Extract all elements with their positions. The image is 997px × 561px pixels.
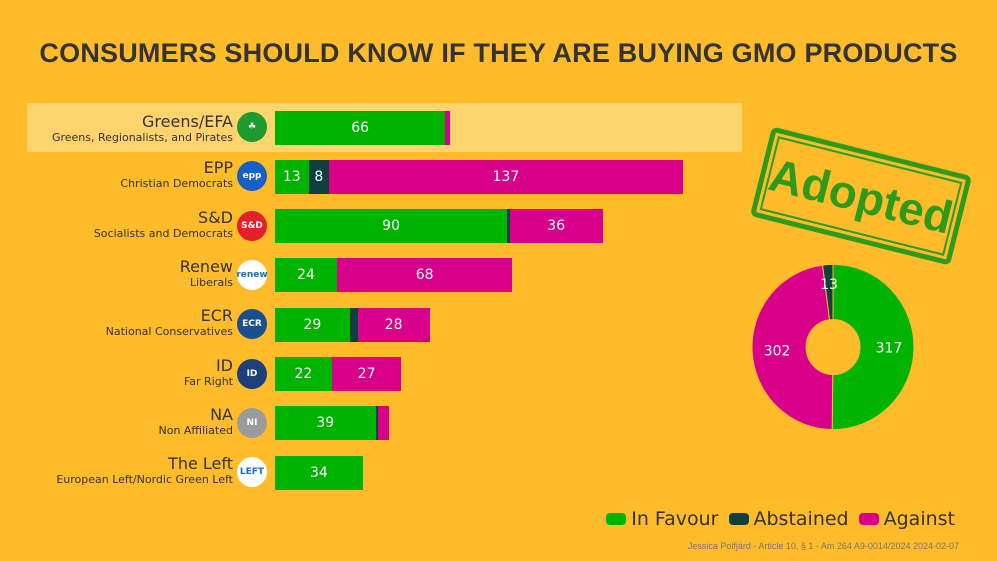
party-name: NA: [210, 404, 233, 424]
party-label: NA Non Affiliated: [158, 404, 233, 437]
donut-label: 13: [820, 277, 838, 293]
bar-segment-in-favour: 22: [275, 357, 332, 391]
party-name: ECR: [200, 306, 233, 326]
party-label: EPP Christian Democrats: [120, 158, 233, 191]
donut-slice-against: [751, 264, 834, 431]
party-subtitle: Christian Democrats: [120, 177, 233, 191]
party-subtitle: Liberals: [190, 275, 233, 289]
party-logo-icon: epp: [237, 161, 267, 192]
party-subtitle: Non Affiliated: [158, 423, 233, 437]
party-label: S&D Socialists and Democrats: [93, 207, 233, 240]
legend-against: Against: [858, 508, 955, 530]
donut-label: 302: [764, 343, 791, 359]
party-row: EPP Christian Democrats epp 13 8 137: [0, 152, 760, 201]
party-label: ID Far Right: [183, 355, 233, 388]
bar-segment-against: 28: [357, 307, 430, 342]
bar-segment-in-favour: 34: [275, 455, 363, 490]
party-logo-icon: ☘: [237, 112, 267, 142]
party-name: Renew: [179, 256, 233, 276]
party-row: Renew Liberals renew 24 68: [0, 251, 760, 300]
legend-abstained: Abstained: [728, 508, 849, 530]
party-logo-icon: LEFT: [237, 457, 267, 488]
party-subtitle: Socialists and Democrats: [93, 226, 233, 240]
party-logo-icon: renew: [236, 259, 268, 290]
bar-segment-against: 36: [509, 209, 603, 244]
bar-segment-against: [378, 406, 389, 441]
legend: In Favour Abstained Against: [606, 508, 955, 530]
legend-label: Against: [883, 508, 955, 530]
party-logo-icon: S&D: [237, 210, 267, 241]
bar-segment-in-favour: 39: [275, 406, 376, 441]
bar-segment-abstained: 8: [308, 159, 330, 194]
adopted-stamp: Adopted: [749, 126, 973, 266]
bar-segment-abstained: [375, 406, 379, 441]
legend-label: Abstained: [753, 508, 849, 530]
legend-label: In Favour: [631, 508, 719, 530]
party-name: EPP: [203, 158, 233, 178]
bar-segment-in-favour: 29: [275, 307, 350, 342]
party-name: Greens/EFA: [142, 112, 233, 131]
chart-title: CONSUMERS SHOULD KNOW IF THEY ARE BUYING…: [39, 38, 958, 68]
party-label: ECR National Conservatives: [105, 306, 233, 339]
bar-segment-against: 68: [336, 258, 513, 293]
bar-segment-in-favour: 24: [275, 258, 337, 293]
bar-segment-against: [445, 110, 451, 145]
party-subtitle: Far Right: [183, 374, 233, 388]
party-row: NA Non Affiliated NI 39: [0, 399, 760, 448]
party-name: The Left: [168, 454, 233, 474]
party-subtitle: National Conservatives: [105, 325, 233, 339]
party-row: The Left European Left/Nordic Green Left L…: [0, 448, 760, 497]
party-subtitle: Greens, Regionalists, and Pirates: [51, 131, 233, 144]
party-row: Greens/EFA Greens, Regionalists, and Pira…: [0, 103, 760, 152]
donut-slice-in-favour: [831, 263, 915, 431]
bar-segment-in-favour: 66: [275, 110, 446, 145]
bar-segment-against: 27: [331, 357, 402, 391]
party-name: ID: [215, 355, 233, 375]
party-label: Renew Liberals: [179, 256, 233, 289]
bar-segment-abstained: [507, 209, 510, 244]
party-subtitle: European Left/Nordic Green Left: [56, 473, 233, 487]
party-row: ECR National Conservatives ECR 29 28: [0, 300, 760, 349]
party-label: Greens/EFA Greens, Regionalists, and Pira…: [51, 112, 233, 145]
party-row: S&D Socialists and Democrats S&D 90 36: [0, 202, 760, 251]
party-name: S&D: [198, 207, 233, 227]
legend-favour: In Favour: [606, 508, 719, 530]
bar-segment-in-favour: 13: [275, 159, 309, 194]
party-label: The Left European Left/Nordic Green Left: [56, 454, 233, 487]
bar-segment-against: 137: [329, 159, 683, 194]
party-logo-icon: ID: [237, 358, 267, 389]
donut-slice-abstained: [822, 263, 834, 321]
bar-segment-in-favour: 90: [275, 209, 508, 244]
party-logo-icon: NI: [237, 407, 267, 438]
footer-source: Jessica Polfjärd - Article 10, § 1 - Am …: [687, 541, 959, 551]
bar-segment-abstained: [349, 307, 358, 342]
donut-label: 317: [876, 340, 903, 356]
party-row: ID Far Right ID 22 27: [0, 350, 760, 399]
party-logo-icon: ECR: [237, 309, 267, 340]
